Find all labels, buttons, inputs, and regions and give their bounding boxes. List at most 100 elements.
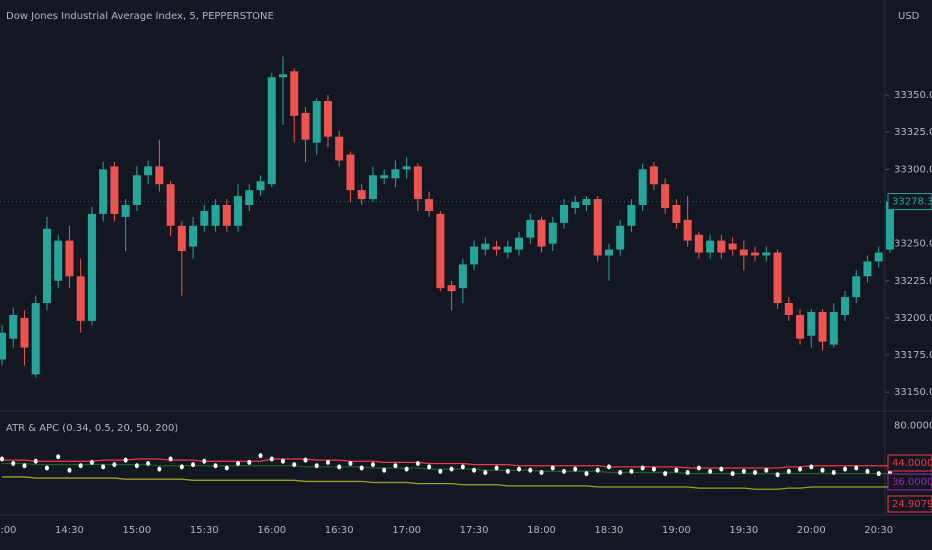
candle-body	[751, 252, 760, 256]
candle-body	[852, 276, 861, 298]
candle-body	[42, 228, 51, 304]
indicator-dot	[146, 461, 151, 466]
candle-body	[267, 77, 276, 185]
candle-body	[458, 264, 467, 289]
indicator-dot	[674, 467, 679, 473]
indicator-dot	[798, 466, 803, 472]
candle-body	[234, 196, 243, 226]
indicator-dot	[449, 466, 454, 472]
candle-body	[413, 166, 422, 200]
indicator-dot	[348, 461, 353, 466]
value-box	[887, 495, 932, 513]
indicator-dot	[820, 467, 825, 473]
candle-body	[20, 317, 29, 348]
candle-body	[312, 101, 321, 143]
x-tick-label: 17:00	[392, 525, 421, 536]
indicator-dot	[314, 463, 319, 469]
indicator-dot	[618, 469, 623, 475]
indicator-dot	[269, 456, 274, 462]
candle-body	[380, 175, 389, 179]
value-label: 44.00000	[892, 458, 932, 469]
candle-body	[694, 234, 703, 253]
indicator-dot	[370, 462, 375, 468]
candle-body	[571, 202, 580, 208]
indicator-dot	[44, 465, 49, 471]
candle-body	[784, 303, 793, 315]
candle-body	[537, 219, 546, 247]
indicator-dot	[292, 462, 297, 468]
y-tick-label: 33200.0	[894, 313, 932, 324]
y-tick-label: 33150.0	[894, 387, 932, 398]
candle-body	[796, 314, 805, 339]
indicator-dot	[415, 461, 420, 466]
indicator-dot	[595, 467, 600, 473]
indicator-dot	[123, 457, 128, 463]
candle-body	[526, 219, 535, 238]
candle-body	[76, 276, 85, 321]
candle-body	[357, 190, 366, 200]
indicator-dot	[224, 465, 229, 471]
indicator-dot	[168, 456, 173, 462]
indicator-dot	[629, 468, 634, 474]
indicator-dot	[730, 471, 735, 477]
candle-body	[132, 175, 141, 205]
candle-body	[211, 205, 220, 226]
value-box	[887, 454, 932, 472]
indicator-dot	[427, 464, 432, 470]
indicator-dot	[236, 461, 241, 466]
y-tick-label: 33300.0	[894, 164, 932, 175]
candle-body	[739, 249, 748, 256]
indicator-dot	[550, 465, 555, 471]
x-tick-label: 16:30	[325, 525, 354, 536]
indicator-dot	[191, 462, 196, 468]
indicator-title: ATR & APC (0.34, 0.5, 20, 50, 200)	[6, 423, 178, 434]
candle-body	[874, 252, 883, 262]
indicator-dot	[22, 463, 27, 469]
candle-body	[402, 166, 411, 170]
indicator-dot	[134, 463, 139, 469]
x-tick-label: 20:30	[864, 525, 893, 536]
indicator-dot	[843, 466, 847, 472]
candle-body	[818, 311, 827, 342]
x-tick-label: 14:30	[55, 525, 84, 536]
candle-body	[762, 252, 771, 256]
candle-body	[481, 243, 490, 250]
indicator-dot	[89, 459, 94, 465]
candle-body	[661, 184, 670, 208]
x-tick-label: 19:30	[729, 525, 758, 536]
indicator-dot	[696, 465, 701, 471]
y-tick-label: 33325.0	[894, 127, 932, 138]
indicator-dot	[112, 462, 117, 468]
currency: USD	[898, 11, 920, 22]
indicator-dot	[213, 463, 218, 469]
candle-body	[593, 199, 602, 256]
candle-body	[672, 205, 681, 223]
candle-body	[0, 332, 6, 360]
x-tick-label: 14:00	[0, 525, 16, 536]
indicator-dot	[786, 468, 791, 474]
candle-body	[863, 261, 872, 277]
indicator-dot	[393, 463, 398, 469]
indicator-dot	[157, 466, 162, 472]
y-tick-label: 33250.0	[894, 239, 932, 250]
last-price-label: 33278.3	[892, 197, 932, 208]
indicator-dot	[651, 466, 656, 472]
value-box	[887, 473, 932, 491]
indicator-dot	[539, 469, 544, 475]
candle-body	[717, 240, 726, 253]
candle-body	[492, 246, 501, 250]
indicator-dot	[179, 464, 184, 470]
indicator-dot	[494, 465, 499, 471]
candle-body	[515, 237, 524, 250]
y-tick-label: 33175.0	[894, 350, 932, 361]
indicator-dot	[865, 468, 870, 474]
indicator-dot	[56, 454, 61, 460]
candle-body	[65, 240, 74, 277]
candle-body	[829, 311, 838, 345]
indicator-dot	[876, 471, 881, 477]
candle-body	[222, 205, 231, 226]
x-tick-label: 18:30	[595, 525, 624, 536]
candle-body	[683, 219, 692, 241]
candle-body	[638, 169, 647, 205]
candle-body	[31, 303, 40, 375]
